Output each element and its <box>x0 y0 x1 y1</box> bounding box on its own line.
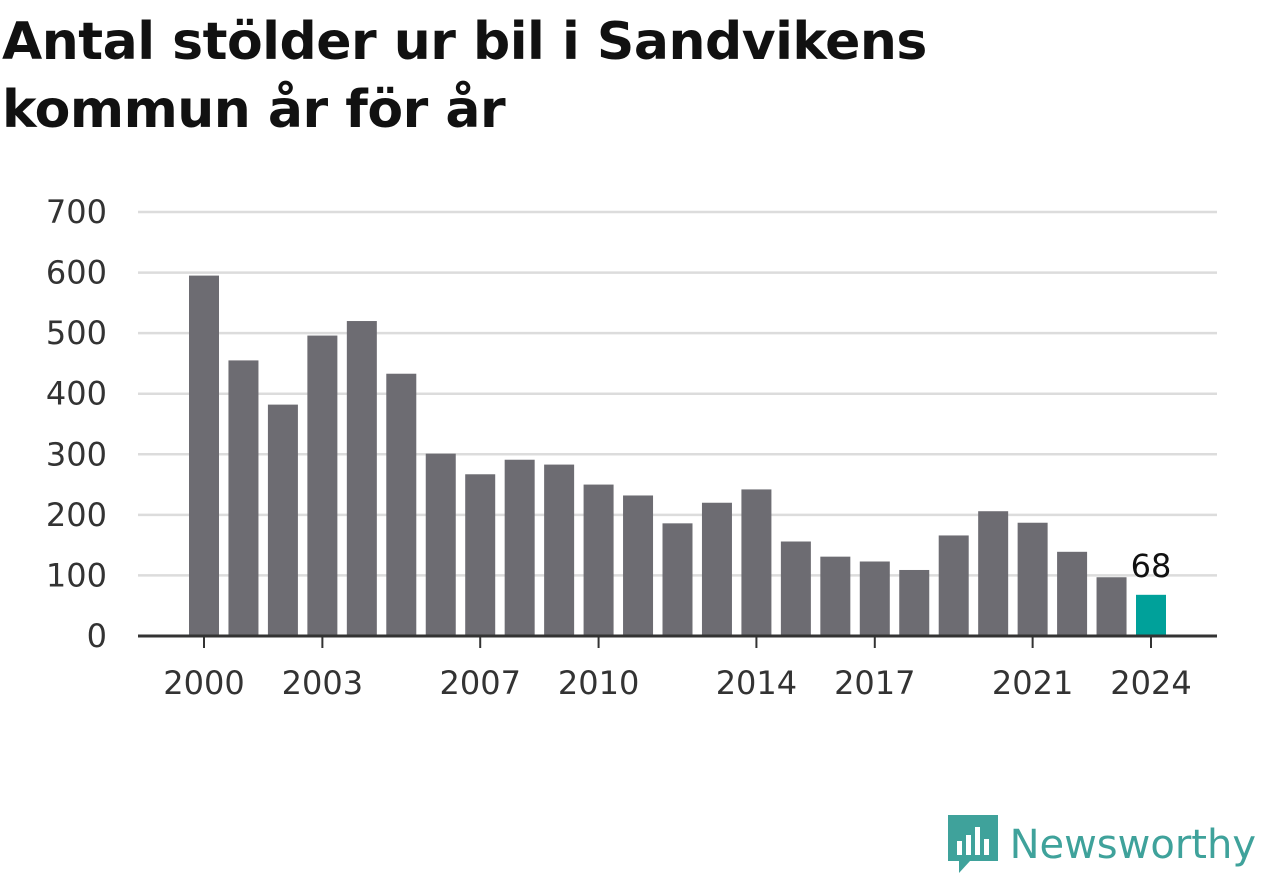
bar-2024 <box>1136 594 1166 636</box>
bar-2023 <box>1096 577 1127 636</box>
data-label: 68 <box>1131 547 1172 585</box>
x-tick-label: 2003 <box>282 664 363 702</box>
bar-2008 <box>504 459 535 636</box>
bar-2002 <box>267 404 298 636</box>
bar-2015 <box>780 541 811 636</box>
bar-2000 <box>189 275 219 636</box>
y-tick-label: 500 <box>46 314 107 352</box>
bar-2019 <box>938 535 969 636</box>
bar-2012 <box>662 523 693 636</box>
newsworthy-logo-icon <box>947 815 998 873</box>
y-tick-label: 200 <box>46 496 107 534</box>
bar-2013 <box>701 502 732 636</box>
x-tick-label: 2014 <box>716 664 797 702</box>
bar-2022 <box>1057 551 1088 636</box>
y-tick-label: 600 <box>46 254 107 292</box>
gridlines <box>138 210 1217 577</box>
x-axis-labels: 2000 2003 2007 2010 2014 2017 2021 2024 <box>163 664 1191 702</box>
bar-2016 <box>820 556 851 636</box>
bar-2017 <box>859 561 890 636</box>
bar-2005 <box>386 373 417 636</box>
y-axis-labels: 0 100 200 300 400 500 600 700 <box>46 193 107 655</box>
bar-2020 <box>978 511 1009 636</box>
x-tick-label: 2000 <box>163 664 244 702</box>
y-tick-label: 100 <box>46 556 107 594</box>
chart-title: Antal stölder ur bil i Sandvikens kommun… <box>2 12 927 140</box>
bar-2010 <box>583 484 614 636</box>
bar-2003 <box>307 335 338 636</box>
x-tick-label: 2007 <box>439 664 520 702</box>
y-tick-label: 0 <box>87 617 107 655</box>
bar-2004 <box>346 321 377 636</box>
x-axis <box>138 634 1217 648</box>
x-tick-label: 2010 <box>558 664 639 702</box>
y-tick-label: 300 <box>46 435 107 473</box>
bar-2021 <box>1017 522 1048 636</box>
bar-2009 <box>544 464 575 636</box>
x-tick-label: 2024 <box>1110 664 1191 702</box>
brand-name: Newsworthy <box>1009 822 1256 868</box>
bar-2006 <box>425 453 456 636</box>
data-labels: 68 <box>1131 547 1172 585</box>
y-tick-label: 400 <box>46 375 107 413</box>
bar-2014 <box>741 489 772 636</box>
bar-2007 <box>465 474 496 636</box>
newsworthy-logo: Newsworthy <box>947 815 1256 875</box>
bar-2011 <box>623 495 654 636</box>
bars <box>189 275 1166 636</box>
x-tick-label: 2021 <box>992 664 1073 702</box>
bar-2018 <box>899 569 930 636</box>
bar-2001 <box>228 360 259 636</box>
y-tick-label: 700 <box>46 193 107 231</box>
x-tick-label: 2017 <box>834 664 915 702</box>
